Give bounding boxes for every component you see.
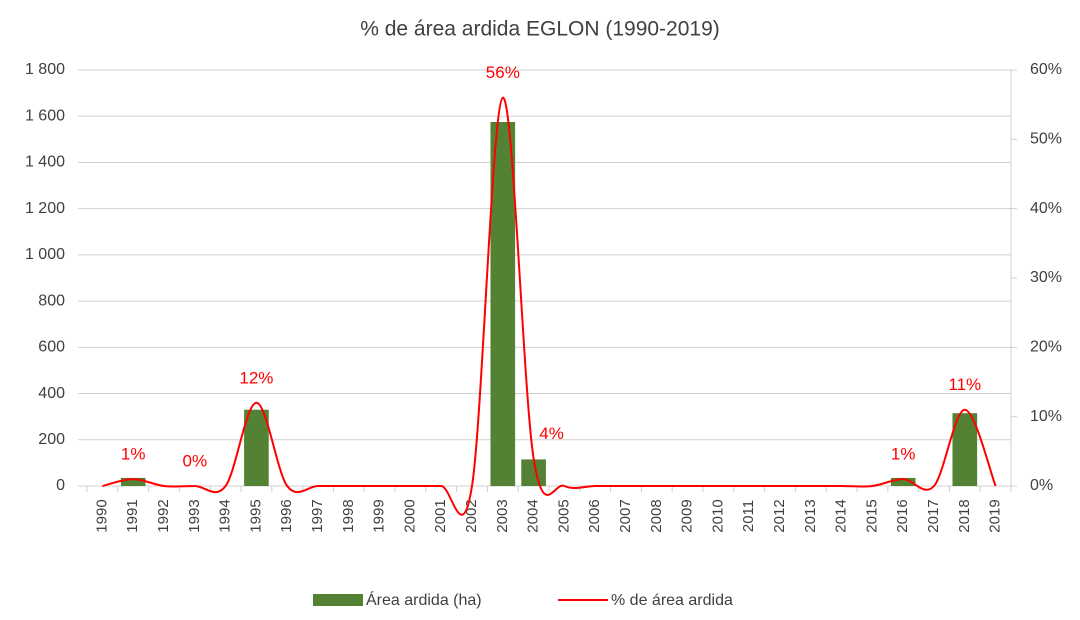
y2-tick-label: 60%	[1030, 61, 1062, 78]
y2-tick-label: 30%	[1030, 269, 1062, 286]
data-label: 11%	[948, 375, 981, 394]
x-tick-label: 2004	[525, 499, 542, 532]
x-tick-label: 1990	[93, 499, 110, 532]
y-tick-label: 1 800	[25, 61, 65, 78]
x-tick-label: 2002	[463, 499, 480, 532]
y2-tick-label: 40%	[1030, 200, 1062, 217]
y-tick-label: 1 000	[25, 246, 65, 263]
x-tick-label: 2010	[709, 499, 726, 532]
bar	[120, 477, 146, 486]
bar	[490, 122, 516, 486]
data-label: 0%	[183, 451, 208, 470]
y-tick-label: 400	[38, 385, 65, 402]
bar	[890, 477, 916, 486]
x-tick-label: 2018	[956, 499, 973, 532]
y2-tick-label: 0%	[1030, 477, 1053, 494]
bar	[244, 409, 269, 486]
data-label: 1%	[121, 445, 146, 464]
x-tick-label: 1995	[247, 499, 264, 532]
x-tick-label: 1996	[278, 499, 295, 532]
legend-label: % de área ardida	[611, 592, 733, 609]
x-tick-label: 1997	[309, 499, 326, 532]
x-tick-label: 1991	[124, 499, 141, 532]
y-tick-label: 200	[38, 431, 65, 448]
y-tick-label: 1 200	[25, 200, 65, 217]
x-tick-label: 2016	[894, 499, 911, 532]
x-tick-label: 2013	[802, 499, 819, 532]
y-tick-label: 1 600	[25, 107, 65, 124]
x-tick-label: 1992	[155, 499, 172, 532]
y-tick-label: 1 400	[25, 154, 65, 171]
line	[102, 96, 997, 516]
x-tick-label: 1994	[217, 499, 234, 532]
chart-title: % de área ardida EGLON (1990-2019)	[360, 18, 720, 41]
legend-swatch	[313, 594, 363, 606]
bar	[952, 413, 978, 486]
x-tick-label: 2009	[679, 499, 696, 532]
x-tick-label: 2015	[863, 499, 880, 532]
legend-label: Área ardida (ha)	[366, 590, 482, 609]
data-label: 4%	[539, 424, 564, 443]
x-tick-label: 2008	[648, 499, 665, 532]
x-tick-label: 2001	[432, 499, 449, 532]
x-tick-label: 1999	[371, 499, 388, 532]
y-tick-label: 800	[38, 292, 65, 309]
data-label: 12%	[239, 368, 273, 387]
data-label: 56%	[486, 63, 520, 82]
y2-tick-label: 50%	[1030, 131, 1062, 148]
x-tick-label: 1993	[186, 499, 203, 532]
y-tick-label: 600	[38, 339, 65, 356]
x-tick-label: 2007	[617, 499, 634, 532]
x-tick-label: 2019	[987, 499, 1004, 532]
x-tick-label: 2017	[925, 499, 942, 532]
x-tick-label: 2000	[401, 499, 418, 532]
x-tick-label: 2014	[833, 499, 850, 532]
x-tick-label: 2011	[740, 500, 757, 532]
y-tick-label: 0	[56, 477, 65, 494]
x-tick-label: 2012	[771, 499, 788, 532]
x-tick-label: 2003	[494, 499, 511, 532]
x-tick-label: 1998	[340, 499, 357, 532]
x-tick-label: 2005	[555, 499, 572, 532]
x-tick-label: 2006	[586, 499, 603, 532]
y2-tick-label: 10%	[1030, 408, 1062, 425]
data-label: 1%	[891, 445, 916, 464]
y2-tick-label: 20%	[1030, 339, 1062, 356]
